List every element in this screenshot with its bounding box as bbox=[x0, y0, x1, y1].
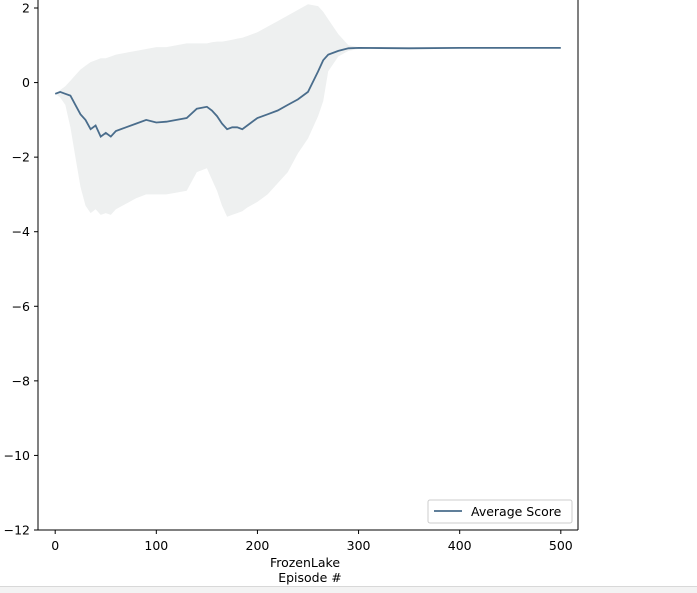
y-tick-label: 2 bbox=[22, 1, 30, 16]
x-ticks: 0 100 200 300 400 500 bbox=[51, 530, 573, 553]
x-tick-label: 400 bbox=[448, 538, 472, 553]
x-axis-title: FrozenLake bbox=[270, 555, 340, 570]
axes bbox=[37, 0, 579, 531]
x-tick-label: 100 bbox=[144, 538, 168, 553]
x-tick-label: 0 bbox=[51, 538, 59, 553]
y-tick-label: −12 bbox=[4, 523, 30, 538]
legend-label: Average Score bbox=[471, 504, 562, 519]
y-tick-label: −2 bbox=[12, 150, 30, 165]
legend: Average Score bbox=[427, 499, 573, 524]
y-tick-label: −6 bbox=[12, 299, 30, 314]
y-tick-label: −10 bbox=[4, 448, 30, 463]
series-line-average-score bbox=[54, 46, 561, 138]
confidence-band bbox=[55, 4, 561, 217]
x-tick-label: 500 bbox=[549, 538, 573, 553]
y-tick-label: −8 bbox=[12, 373, 30, 388]
y-ticks: 2 0 −2 −4 −6 −8 −10 −12 bbox=[4, 1, 38, 538]
legend-box bbox=[427, 499, 573, 524]
x-tick-label: 200 bbox=[246, 538, 270, 553]
x-tick-label: 300 bbox=[347, 538, 371, 553]
series-line-layer bbox=[54, 46, 561, 138]
y-tick-label: 0 bbox=[22, 75, 30, 90]
confidence-band-layer bbox=[55, 4, 561, 217]
window-bottom-edge bbox=[0, 586, 697, 593]
y-tick-label: −4 bbox=[12, 224, 30, 239]
x-axis-title-line2: Episode # bbox=[278, 570, 342, 585]
